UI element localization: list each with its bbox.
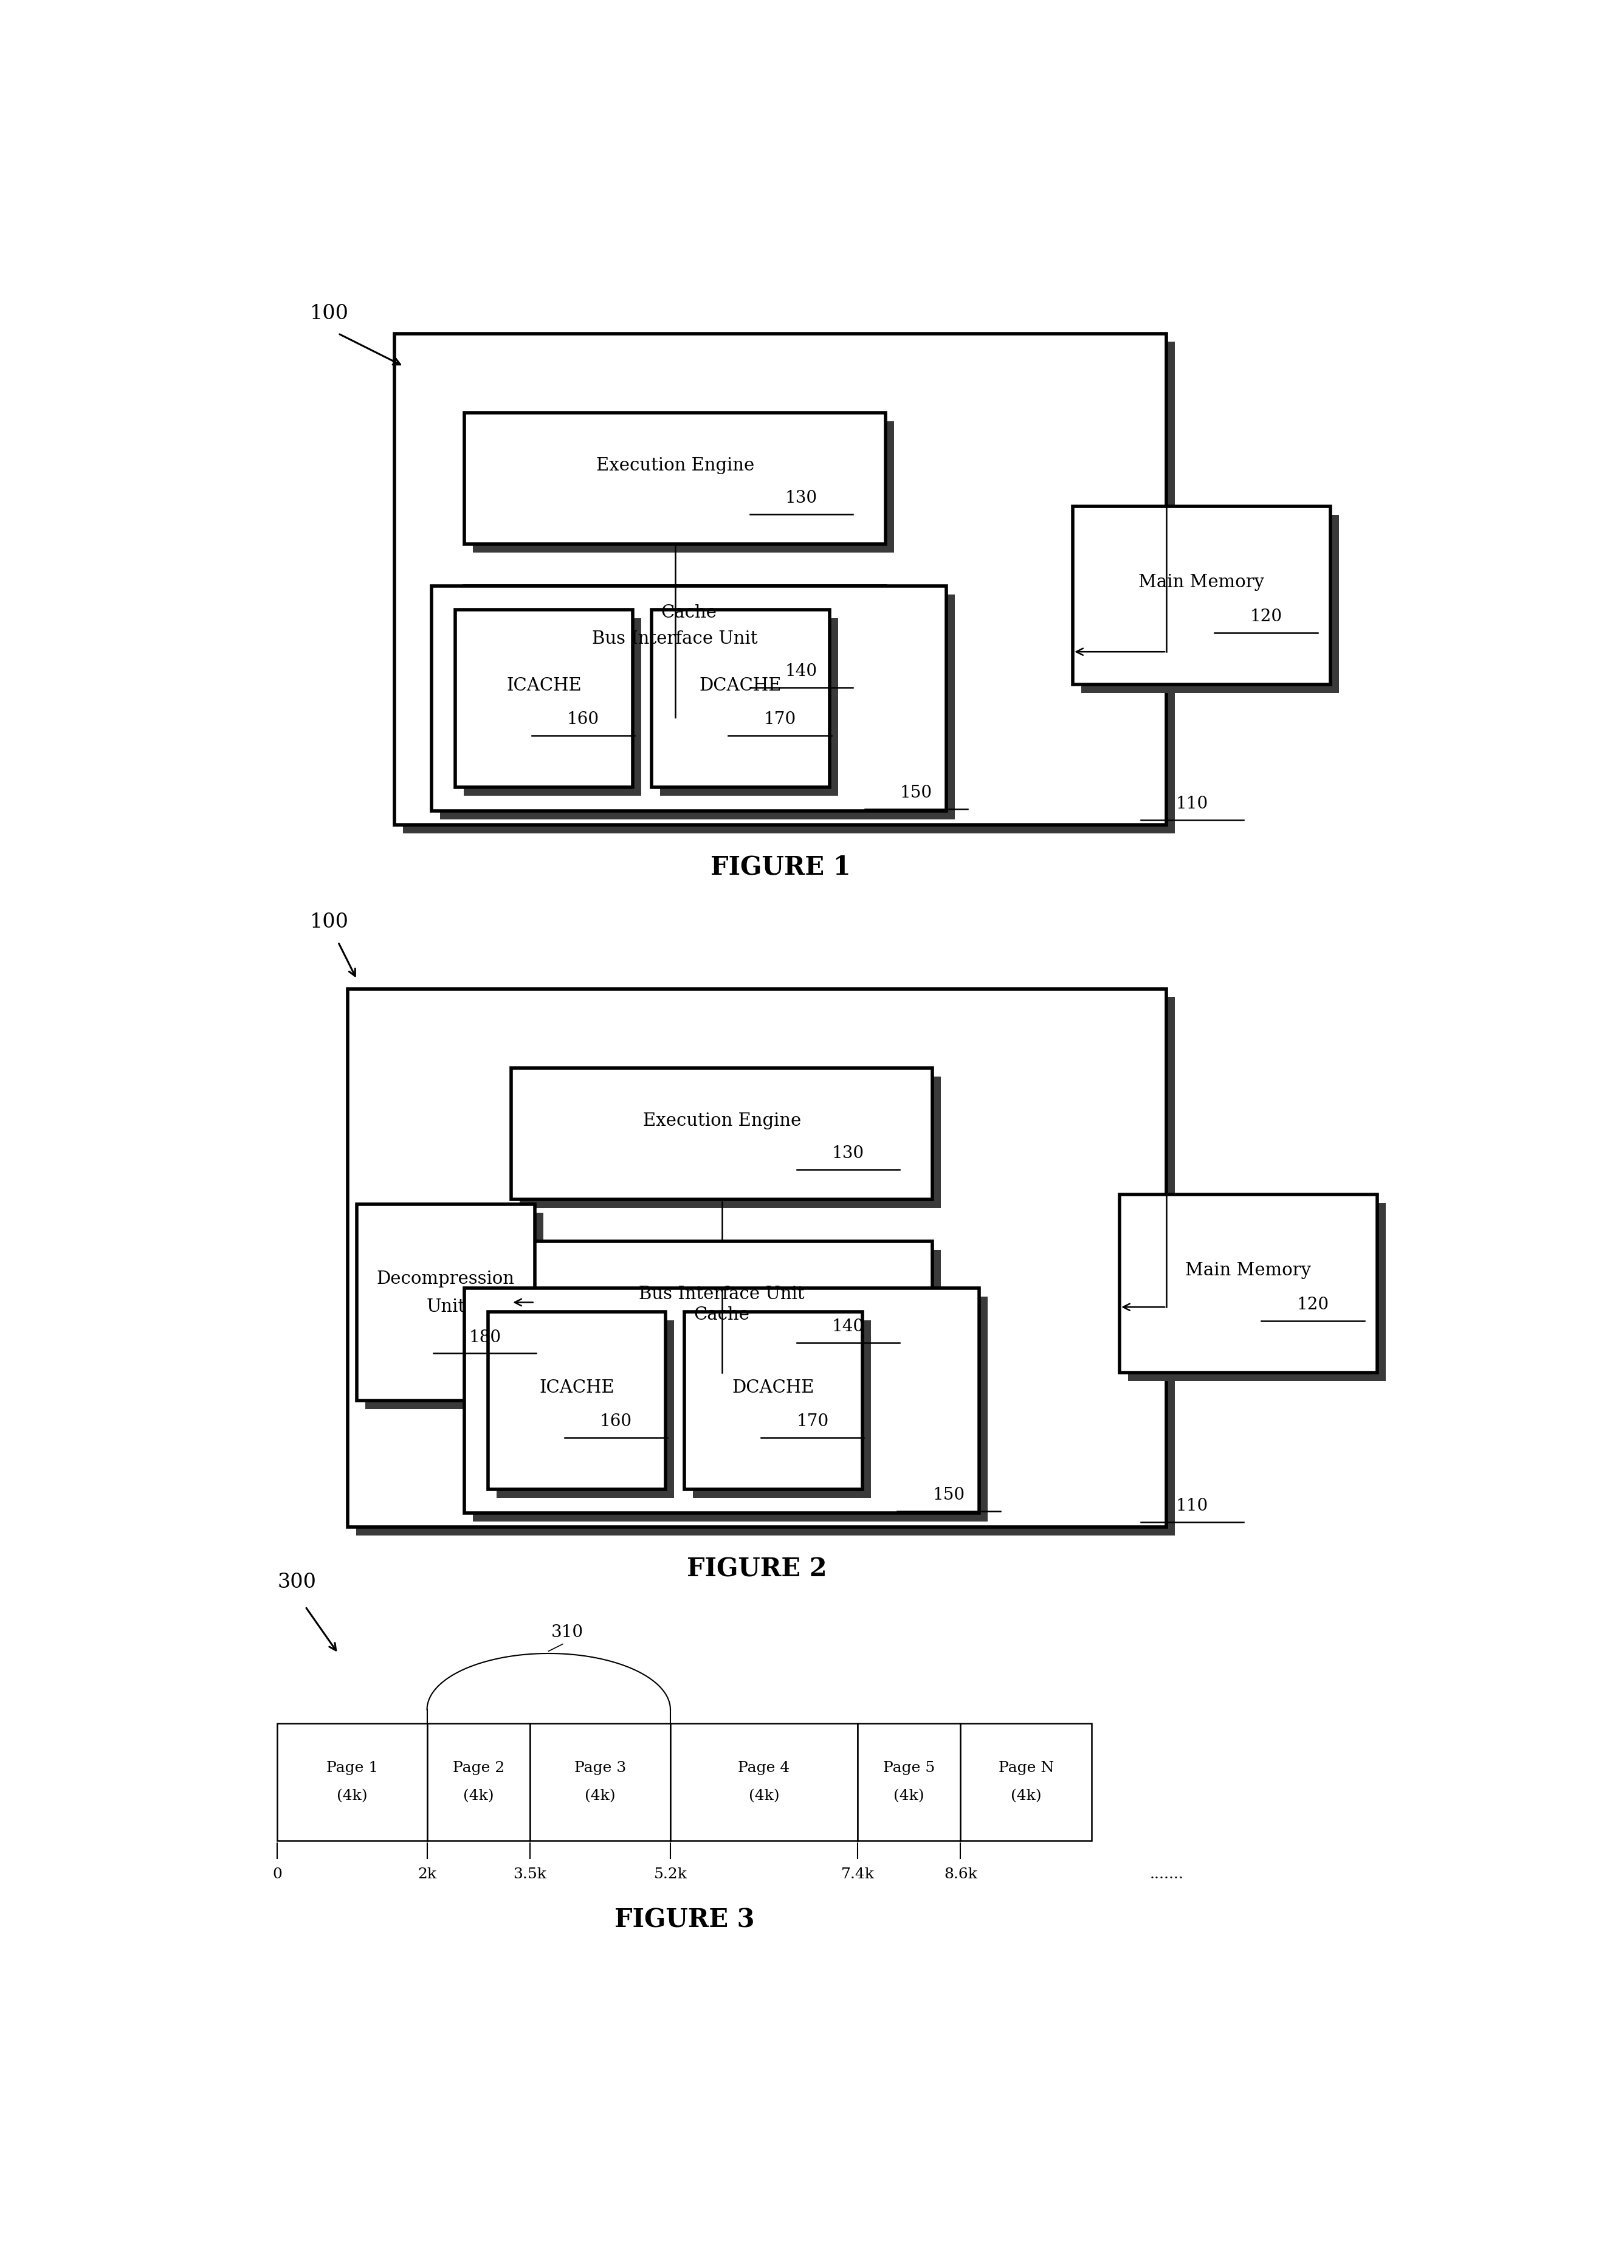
Bar xyxy=(684,1311,862,1490)
Text: 130: 130 xyxy=(786,490,817,506)
Text: FIGURE 2: FIGURE 2 xyxy=(687,1556,827,1583)
Text: Page N: Page N xyxy=(999,1762,1054,1776)
Text: Execution Engine: Execution Engine xyxy=(596,456,754,474)
Text: 300: 300 xyxy=(278,1572,317,1592)
Text: 120: 120 xyxy=(1250,608,1281,626)
Text: ICACHE: ICACHE xyxy=(539,1379,614,1397)
Text: Execution Engine: Execution Engine xyxy=(643,1111,801,1129)
Text: (4k): (4k) xyxy=(1010,1789,1041,1803)
Bar xyxy=(357,1204,534,1402)
Bar xyxy=(473,422,895,553)
Bar xyxy=(464,1288,979,1513)
Text: Unit: Unit xyxy=(425,1300,464,1315)
Text: (4k): (4k) xyxy=(585,1789,615,1803)
Text: 110: 110 xyxy=(1176,796,1208,812)
Bar xyxy=(432,585,947,812)
Bar xyxy=(512,1068,932,1200)
Bar xyxy=(473,594,895,726)
Text: FIGURE 1: FIGURE 1 xyxy=(710,855,851,880)
Text: Decompression: Decompression xyxy=(377,1270,515,1288)
Bar xyxy=(403,342,1174,832)
Text: 140: 140 xyxy=(831,1318,864,1336)
Bar xyxy=(278,1724,427,1842)
Bar xyxy=(395,333,1166,826)
Bar xyxy=(960,1724,1091,1842)
Text: .......: ....... xyxy=(1150,1867,1184,1882)
Bar xyxy=(440,594,955,819)
Text: Cache: Cache xyxy=(661,603,718,621)
Text: 130: 130 xyxy=(831,1145,864,1161)
Text: Bus Interface Unit: Bus Interface Unit xyxy=(638,1286,804,1302)
Bar xyxy=(497,1320,674,1499)
Text: 110: 110 xyxy=(1176,1497,1208,1515)
Text: 100: 100 xyxy=(310,304,349,324)
Text: 0: 0 xyxy=(273,1867,283,1882)
Text: Main Memory: Main Memory xyxy=(1138,574,1265,592)
Text: 310: 310 xyxy=(551,1624,583,1640)
Text: 3.5k: 3.5k xyxy=(513,1867,547,1882)
Bar xyxy=(693,1320,870,1499)
Text: 170: 170 xyxy=(763,712,796,728)
Bar xyxy=(365,1213,542,1408)
Text: FIGURE 3: FIGURE 3 xyxy=(614,1907,755,1932)
Text: 170: 170 xyxy=(796,1413,828,1429)
Text: DCACHE: DCACHE xyxy=(732,1379,815,1397)
Text: 8.6k: 8.6k xyxy=(944,1867,978,1882)
Text: 120: 120 xyxy=(1296,1297,1328,1313)
Text: Page 3: Page 3 xyxy=(575,1762,627,1776)
Text: 7.4k: 7.4k xyxy=(841,1867,874,1882)
Text: 160: 160 xyxy=(599,1413,632,1429)
Bar xyxy=(651,610,830,787)
Bar xyxy=(857,1724,960,1842)
Text: Page 5: Page 5 xyxy=(883,1762,935,1776)
Bar xyxy=(473,1297,987,1522)
Bar xyxy=(1082,515,1338,694)
Text: ICACHE: ICACHE xyxy=(507,676,581,694)
Bar xyxy=(464,413,885,544)
Bar xyxy=(464,585,885,717)
Text: 140: 140 xyxy=(786,662,817,680)
Bar xyxy=(1119,1195,1377,1372)
Text: 160: 160 xyxy=(567,712,599,728)
Bar xyxy=(427,1724,529,1842)
Bar xyxy=(455,610,633,787)
Bar xyxy=(356,998,1174,1535)
Bar xyxy=(348,989,1166,1526)
Text: 100: 100 xyxy=(310,912,349,932)
Text: Bus Interface Unit: Bus Interface Unit xyxy=(593,631,758,646)
Text: (4k): (4k) xyxy=(749,1789,780,1803)
Text: Page 1: Page 1 xyxy=(326,1762,378,1776)
Text: 150: 150 xyxy=(932,1488,965,1504)
Text: Page 2: Page 2 xyxy=(453,1762,505,1776)
Bar xyxy=(487,1311,666,1490)
Text: Main Memory: Main Memory xyxy=(1186,1261,1311,1279)
Text: DCACHE: DCACHE xyxy=(700,676,781,694)
Text: Cache: Cache xyxy=(693,1306,750,1322)
Text: 150: 150 xyxy=(900,785,932,801)
Bar xyxy=(512,1241,932,1372)
Bar xyxy=(671,1724,857,1842)
Bar xyxy=(659,619,838,796)
Text: 5.2k: 5.2k xyxy=(653,1867,687,1882)
Text: 180: 180 xyxy=(469,1329,502,1345)
Text: 2k: 2k xyxy=(417,1867,437,1882)
Text: (4k): (4k) xyxy=(336,1789,367,1803)
Bar xyxy=(1129,1202,1385,1381)
Bar xyxy=(463,619,641,796)
Text: (4k): (4k) xyxy=(893,1789,924,1803)
Text: (4k): (4k) xyxy=(463,1789,494,1803)
Bar xyxy=(529,1724,671,1842)
Bar xyxy=(520,1250,940,1381)
Text: Page 4: Page 4 xyxy=(737,1762,789,1776)
Bar xyxy=(520,1077,940,1209)
Bar xyxy=(1073,506,1330,685)
